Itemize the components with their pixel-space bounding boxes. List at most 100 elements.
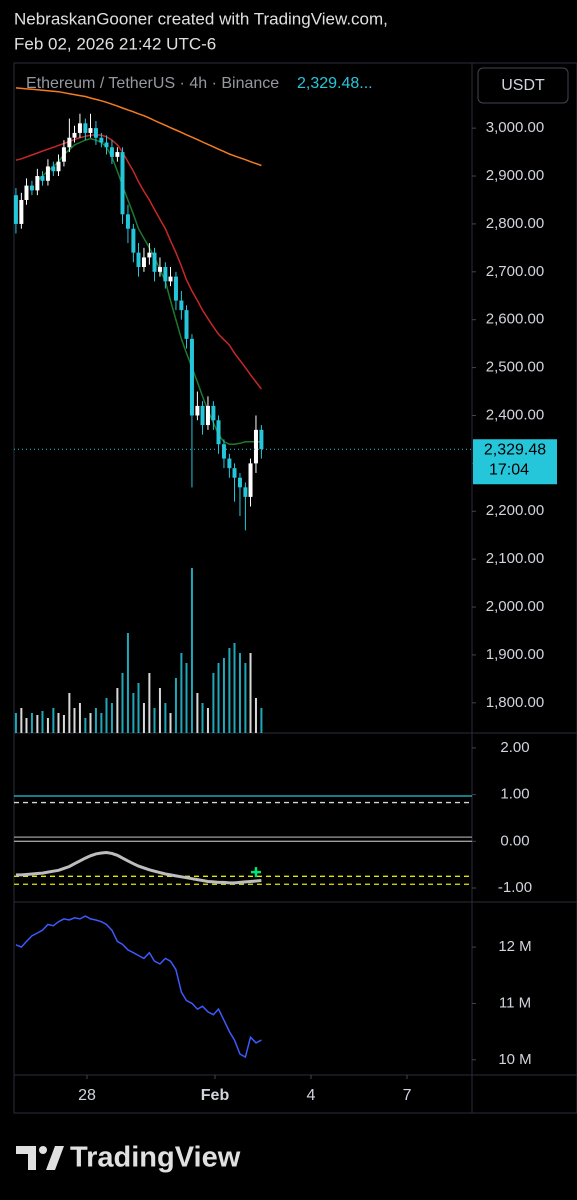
brand-name: TradingView xyxy=(70,1142,241,1174)
y-tick-label: 2,000.00 xyxy=(486,598,544,615)
line-series xyxy=(15,87,262,167)
candle-body xyxy=(152,252,157,272)
symbol-title: Ethereum / TetherUS · 4h · Binance xyxy=(26,75,279,92)
x-tick-label: 7 xyxy=(403,1087,412,1104)
volume-bar xyxy=(46,718,49,733)
volume-bar xyxy=(228,648,231,733)
volume-bar xyxy=(174,678,177,733)
candle-body xyxy=(163,267,168,282)
volume-bar xyxy=(158,688,161,733)
signal-marker xyxy=(250,867,261,878)
candle-body xyxy=(93,128,98,138)
y-tick-label: 1,900.00 xyxy=(486,646,544,663)
volume-bar xyxy=(89,713,92,733)
y-tick-label: 3,000.00 xyxy=(486,119,544,136)
candle-body xyxy=(232,468,237,478)
candle-body xyxy=(56,161,61,172)
candle-body xyxy=(200,405,205,426)
volume-bar xyxy=(233,643,236,733)
volume-bar xyxy=(36,715,39,733)
volume-bar xyxy=(244,663,247,733)
candle-body xyxy=(179,300,184,311)
y-tick-label: 2.00 xyxy=(500,739,529,756)
candle-body xyxy=(77,123,82,133)
volume-bar xyxy=(249,653,252,733)
y-tick-label: -1.00 xyxy=(498,879,532,896)
candle-body xyxy=(189,338,194,416)
last-price-label: 2,329.48 xyxy=(484,441,546,458)
candle-body xyxy=(109,147,114,157)
volume-bar xyxy=(137,683,140,733)
x-tick-label: Feb xyxy=(201,1087,230,1104)
candle-body xyxy=(125,214,130,229)
volume-bar xyxy=(217,663,220,733)
line-series xyxy=(15,915,262,1059)
candle-body xyxy=(115,152,120,157)
candle-body xyxy=(216,420,221,445)
candle-body xyxy=(35,176,40,191)
volume-bar xyxy=(41,711,44,733)
candle-body xyxy=(259,429,264,450)
x-tick-label: 4 xyxy=(307,1087,316,1104)
y-tick-label: 2,400.00 xyxy=(486,406,544,423)
candle-body xyxy=(19,199,24,224)
volume-bar xyxy=(212,673,215,733)
line-series xyxy=(15,850,262,885)
y-tick-label: 10 M xyxy=(498,1051,531,1068)
y-tick-label: 2,500.00 xyxy=(486,359,544,376)
volume-bar xyxy=(132,693,135,733)
y-tick-label: 2,100.00 xyxy=(486,550,544,567)
candle-body xyxy=(120,152,125,215)
header-line: NebraskanGooner created with TradingView… xyxy=(14,9,388,28)
candle-body xyxy=(104,142,109,148)
y-tick-label: 11 M xyxy=(499,994,531,1011)
volume-bar xyxy=(62,715,65,733)
volume-bar xyxy=(30,713,33,733)
currency-button[interactable] xyxy=(477,67,569,104)
candle-body xyxy=(51,166,56,172)
line-series xyxy=(15,134,262,390)
volume-bar xyxy=(164,703,167,733)
candle-body xyxy=(248,463,253,497)
y-tick-label: 0.00 xyxy=(500,832,529,849)
volume-bar xyxy=(20,708,23,733)
candle-body xyxy=(253,429,258,464)
y-tick-label: 1,800.00 xyxy=(486,694,544,711)
volume-bar xyxy=(121,673,124,733)
y-tick-label: 2,800.00 xyxy=(486,215,544,232)
volume-bar xyxy=(84,718,87,733)
candle-body xyxy=(99,137,104,143)
currency-label[interactable]: USDT xyxy=(501,77,545,94)
y-tick-label: 2,700.00 xyxy=(486,263,544,280)
candle-body xyxy=(67,137,72,148)
candle-body xyxy=(40,176,45,181)
candle-body xyxy=(131,228,136,253)
y-tick-label: 1.00 xyxy=(500,786,529,803)
candle-body xyxy=(157,267,162,272)
volume-bar xyxy=(142,703,145,733)
volume-bar xyxy=(185,663,188,733)
axis-frame xyxy=(471,62,577,1114)
candle-body xyxy=(61,147,66,162)
volume-bar xyxy=(68,693,71,733)
y-tick-label: 2,900.00 xyxy=(486,167,544,184)
candle-body xyxy=(88,128,93,133)
candle-body xyxy=(184,310,189,339)
volume-bar xyxy=(94,708,97,733)
volume-bar xyxy=(148,673,151,733)
candle-body xyxy=(141,257,146,268)
volume-bar xyxy=(260,708,263,733)
candle-body xyxy=(168,276,173,282)
brand-logo xyxy=(16,1146,64,1170)
candle-body xyxy=(205,405,210,426)
header-line: Feb 02, 2026 21:42 UTC-6 xyxy=(14,34,216,53)
volume-bar xyxy=(52,708,55,733)
volume-bar xyxy=(153,708,156,733)
candle-body xyxy=(83,123,88,133)
candle-body xyxy=(195,405,200,416)
volume-bar xyxy=(73,708,76,733)
volume-bar xyxy=(78,703,81,733)
volume-bar xyxy=(116,688,119,733)
